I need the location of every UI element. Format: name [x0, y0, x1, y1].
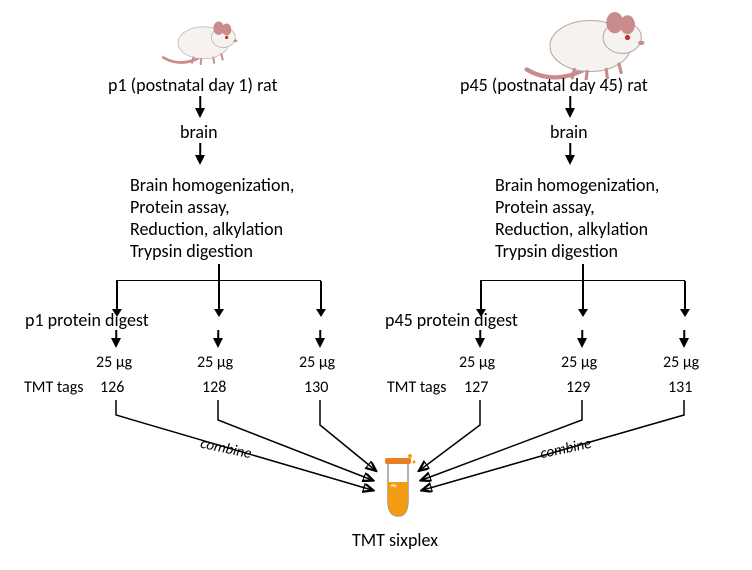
left-rat-label: p1 (postnatal day 1) rat [108, 75, 277, 97]
left-amount-1: 25 µg [197, 353, 233, 372]
right-digest-label: p45 protein digest [385, 310, 518, 332]
right-amount-1: 25 µg [561, 353, 597, 372]
left-amount-2: 25 µg [299, 353, 335, 372]
right-tmt-0: 127 [464, 378, 488, 397]
right-rat-label: p45 (postnatal day 45) rat [460, 75, 648, 97]
combine-left-label: combine [199, 435, 253, 463]
rat-small [160, 10, 240, 65]
right-bracket [480, 280, 685, 281]
left-bracket [116, 280, 321, 281]
left-prep-line-3: Trypsin digestion [130, 241, 253, 263]
left-tmt-label: TMT tags [24, 378, 84, 397]
rat-large [520, 0, 650, 80]
combine-right-label: combine [539, 435, 593, 463]
left-tmt-1: 128 [202, 378, 226, 397]
right-tmt-1: 129 [566, 378, 590, 397]
left-prep-line-1: Protein assay, [130, 197, 230, 219]
right-prep-line-0: Brain homogenization, [495, 175, 659, 197]
left-digest-label: p1 protein digest [25, 310, 149, 332]
right-tmt-2: 131 [668, 378, 692, 397]
left-prep-line-2: Reduction, alkylation [130, 219, 283, 241]
right-prep-line-3: Trypsin digestion [495, 241, 618, 263]
left-tmt-0: 126 [100, 378, 124, 397]
right-prep-line-2: Reduction, alkylation [495, 219, 648, 241]
right-amount-2: 25 µg [663, 353, 699, 372]
left-prep-line-0: Brain homogenization, [130, 175, 294, 197]
right-brain-label: brain [550, 122, 588, 144]
right-prep-line-1: Protein assay, [495, 197, 595, 219]
right-tmt-label: TMT tags [387, 378, 447, 397]
left-tmt-2: 130 [304, 378, 328, 397]
result-label: TMT sixplex [352, 530, 438, 552]
left-amount-0: 25 µg [96, 353, 132, 372]
right-amount-0: 25 µg [459, 353, 495, 372]
left-brain-label: brain [180, 122, 218, 144]
tube-icon [378, 450, 418, 520]
